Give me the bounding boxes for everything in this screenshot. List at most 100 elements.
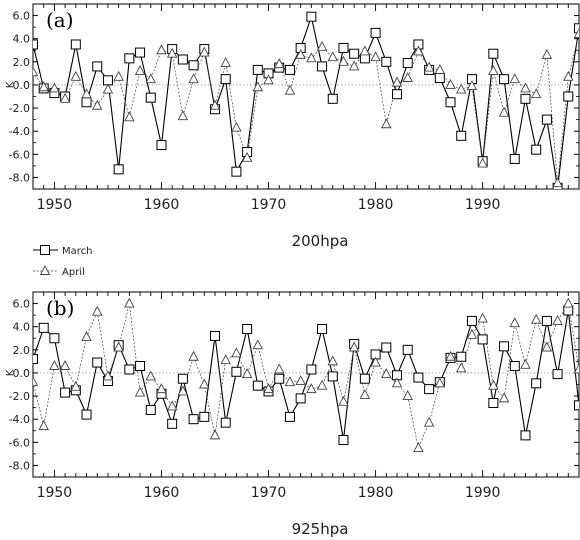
x-tick-label: 1980	[358, 485, 394, 501]
point-march	[520, 430, 531, 441]
point-march	[135, 361, 146, 371]
point-april	[498, 106, 510, 117]
y-tick-label: 4.0	[13, 321, 31, 334]
point-april	[209, 99, 221, 110]
point-march	[381, 342, 392, 353]
point-march	[145, 404, 156, 415]
point-march	[488, 398, 499, 408]
point-april	[33, 66, 39, 77]
panel-label: (a)	[46, 8, 74, 32]
point-march	[102, 75, 113, 86]
point-march	[466, 315, 477, 326]
point-march	[231, 366, 242, 377]
point-march	[199, 411, 210, 422]
point-april	[413, 442, 424, 453]
point-april	[520, 82, 531, 93]
x-tick-label: 1970	[251, 197, 287, 213]
point-march	[284, 64, 295, 75]
point-march	[188, 60, 199, 71]
point-april	[124, 111, 135, 122]
point-march	[520, 93, 531, 104]
y-tick-label: 0.0	[13, 367, 31, 380]
point-april	[102, 83, 114, 94]
point-april	[188, 350, 199, 361]
y-tick-label: 2.0	[13, 344, 31, 357]
point-april	[231, 121, 242, 132]
y-tick-label: 0.0	[13, 79, 31, 92]
y-tick-label: 6.0	[13, 10, 31, 23]
point-april	[295, 48, 306, 59]
legend: March April	[33, 245, 92, 278]
point-april	[423, 416, 435, 427]
x-tick-label: 1950	[37, 197, 73, 213]
point-april	[33, 376, 39, 387]
point-march	[284, 411, 295, 422]
point-april	[348, 341, 360, 352]
point-april	[402, 390, 413, 401]
point-march	[177, 54, 188, 65]
point-march	[402, 344, 413, 355]
point-april	[573, 28, 579, 39]
point-april	[455, 83, 467, 94]
point-march	[456, 130, 467, 141]
point-april	[284, 84, 296, 95]
point-april	[81, 331, 92, 342]
y-tick-label: -6.0	[9, 436, 30, 449]
point-april	[241, 151, 253, 162]
point-march	[167, 418, 178, 429]
point-april	[284, 376, 296, 387]
point-april	[49, 82, 60, 93]
point-march	[541, 114, 552, 125]
point-march	[210, 330, 220, 341]
point-april	[263, 383, 274, 394]
point-march	[38, 322, 49, 333]
point-april	[316, 379, 328, 390]
point-april	[573, 363, 579, 374]
point-april	[530, 313, 542, 324]
point-april	[263, 74, 274, 85]
y-tick-label: 4.0	[13, 33, 31, 46]
point-april	[455, 362, 467, 373]
point-march	[338, 435, 349, 445]
point-april	[552, 177, 563, 188]
point-march	[477, 334, 488, 345]
x-tick-label: 1990	[465, 197, 501, 213]
series-line-april	[33, 33, 579, 184]
point-march	[113, 164, 124, 175]
point-march	[317, 324, 328, 334]
point-april	[38, 420, 49, 431]
point-march	[145, 92, 156, 103]
point-march	[231, 166, 242, 177]
point-april	[145, 370, 157, 381]
point-march	[81, 409, 92, 420]
point-april	[59, 92, 71, 103]
point-april	[273, 363, 285, 374]
point-april	[338, 55, 349, 66]
point-march	[156, 140, 167, 151]
point-april	[209, 429, 221, 440]
legend-marker-march	[40, 245, 50, 255]
y-tick-label: 2.0	[13, 56, 31, 69]
point-april	[391, 76, 403, 87]
point-april	[295, 375, 306, 385]
point-march	[92, 357, 103, 368]
point-april	[391, 377, 403, 388]
point-april	[316, 40, 328, 51]
point-april	[145, 73, 157, 84]
point-march	[317, 61, 328, 72]
point-april	[91, 305, 103, 316]
point-april	[445, 78, 456, 89]
point-april	[327, 355, 339, 366]
point-april	[113, 70, 124, 81]
point-march	[252, 380, 263, 391]
point-march	[531, 144, 542, 155]
point-april	[70, 380, 82, 391]
x-tick-label: 1980	[358, 197, 394, 213]
point-april	[156, 44, 167, 55]
point-march	[499, 74, 510, 85]
point-march	[392, 89, 402, 100]
point-march	[177, 373, 188, 384]
point-april	[156, 383, 167, 394]
point-april	[370, 356, 381, 367]
